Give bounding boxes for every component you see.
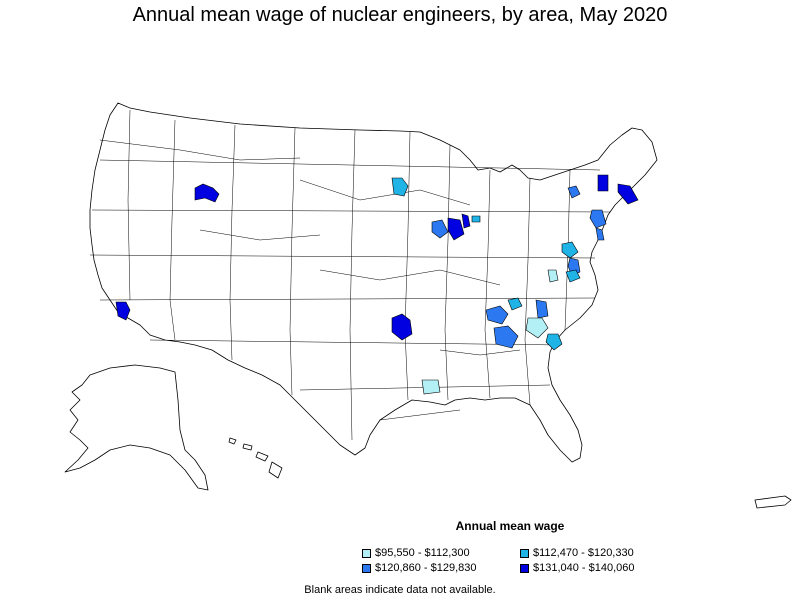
area-tennessee-1 (485, 305, 509, 325)
area-north-carolina-1 (535, 299, 549, 319)
area-louisiana (421, 379, 441, 395)
area-south-carolina (545, 333, 563, 351)
legend-title: Annual mean wage (455, 519, 565, 533)
hawaii-island-3 (255, 451, 269, 462)
area-new-york-1 (567, 185, 581, 199)
area-north-carolina-2 (525, 317, 549, 339)
area-los-angeles (115, 301, 131, 321)
area-maryland (561, 241, 579, 259)
area-tennessee-2 (507, 297, 523, 311)
footnote: Blank areas indicate data not available. (304, 584, 496, 596)
legend-swatch-3 (362, 563, 371, 573)
contiguous-us-outline (89, 102, 658, 463)
area-illinois-2 (447, 217, 465, 241)
legend-label-4: $131,040 - $140,060 (533, 562, 635, 574)
area-chicago (461, 213, 471, 229)
area-idaho-falls (194, 183, 220, 203)
legend-item-3: $120,860 - $129,830 (362, 562, 477, 574)
legend-label-1: $95,550 - $112,300 (375, 547, 470, 559)
legend-label-2: $112,470 - $120,330 (533, 547, 634, 559)
area-new-jersey (595, 227, 605, 241)
area-illinois-1 (431, 219, 449, 239)
legend-swatch-4 (520, 563, 529, 573)
area-oklahoma (391, 313, 413, 341)
area-minnesota (391, 177, 409, 197)
legend-item-4: $131,040 - $140,060 (520, 562, 635, 574)
data-areas (115, 174, 639, 395)
alaska-outline (64, 364, 209, 491)
area-michigan (471, 215, 481, 223)
area-vermont (597, 174, 609, 192)
hawaii-island-1 (228, 437, 237, 445)
hawaii-island-4 (268, 461, 283, 479)
map-title: Annual mean wage of nuclear engineers, b… (132, 4, 668, 26)
area-connecticut (589, 209, 607, 229)
legend-item-1: $95,550 - $112,300 (362, 547, 470, 559)
puerto-rico-outline (754, 495, 792, 509)
area-georgia (493, 325, 519, 349)
legend-swatch-1 (362, 548, 371, 558)
area-virginia-2 (565, 269, 581, 283)
hawaii-island-2 (242, 443, 253, 451)
area-boston (617, 183, 639, 205)
area-west-virginia (547, 269, 559, 283)
legend-label-3: $120,860 - $129,830 (375, 562, 477, 574)
legend-swatch-2 (520, 548, 529, 558)
legend-item-2: $112,470 - $120,330 (520, 547, 634, 559)
